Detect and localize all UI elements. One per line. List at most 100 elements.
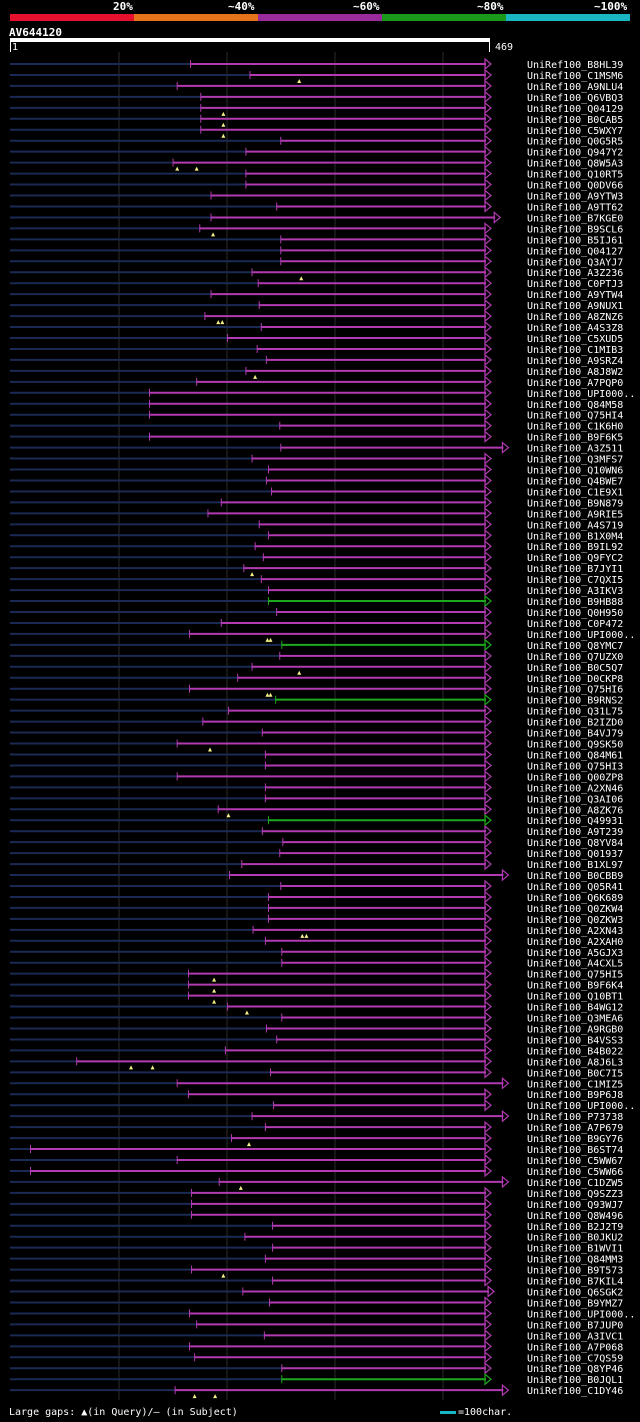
- hit-row[interactable]: UniRef100_C1MIZ5: [10, 1076, 623, 1090]
- hit-label[interactable]: UniRef100_A5GJX3: [527, 948, 623, 959]
- hit-label[interactable]: UniRef100_C1MSM6: [527, 71, 623, 82]
- hit-row[interactable]: UniRef100_B4VSS3: [10, 1033, 623, 1046]
- hit-label[interactable]: UniRef100_B0CBB9: [527, 871, 623, 882]
- hit-row[interactable]: UniRef100_Q9FYC2: [10, 550, 623, 564]
- hit-row[interactable]: UniRef100_A2XAH0: [10, 934, 623, 948]
- hit-row[interactable]: UniRef100_A9NUX1: [10, 298, 623, 312]
- hit-label[interactable]: UniRef100_C0P472: [527, 619, 623, 630]
- hit-row[interactable]: UniRef100_A9RGB0: [10, 1022, 623, 1035]
- hit-row[interactable]: UniRef100_C1MSM6: [10, 68, 623, 83]
- hit-label[interactable]: UniRef100_A7P068: [527, 1342, 623, 1353]
- hit-row[interactable]: UniRef100_Q7UZX0: [10, 649, 623, 663]
- hit-row[interactable]: UniRef100_Q49931: [10, 813, 623, 827]
- hit-row[interactable]: UniRef100_B0C5Q7: [10, 660, 623, 675]
- hit-row[interactable]: UniRef100_Q75HI5: [10, 967, 623, 982]
- hit-row[interactable]: UniRef100_UPI000..: [10, 1098, 635, 1112]
- hit-label[interactable]: UniRef100_C1E9X1: [527, 487, 623, 498]
- hit-row[interactable]: UniRef100_B1XL97: [10, 857, 623, 871]
- hit-label[interactable]: UniRef100_Q3MFS7: [527, 455, 623, 466]
- hit-row[interactable]: UniRef100_Q6K689: [10, 890, 623, 904]
- hit-row[interactable]: UniRef100_Q8W496: [10, 1208, 623, 1222]
- hit-row[interactable]: UniRef100_B0CBB9: [10, 868, 623, 882]
- hit-label[interactable]: UniRef100_Q947Y2: [527, 148, 623, 159]
- hit-label[interactable]: UniRef100_A2XAH0: [527, 937, 623, 948]
- hit-label[interactable]: UniRef100_C1DZW5: [527, 1178, 623, 1189]
- hit-label[interactable]: UniRef100_Q04129: [527, 104, 623, 115]
- hit-row[interactable]: UniRef100_Q8YV84: [10, 835, 623, 849]
- hit-label[interactable]: UniRef100_Q8W5A3: [527, 159, 623, 170]
- hit-row[interactable]: UniRef100_Q3MEA6: [10, 1011, 623, 1025]
- hit-row[interactable]: UniRef100_C1DY46: [10, 1383, 623, 1399]
- hit-row[interactable]: UniRef100_B9N879: [10, 496, 623, 509]
- hit-label[interactable]: UniRef100_C5WXY7: [527, 126, 623, 137]
- hit-row[interactable]: UniRef100_B1X0M4: [10, 528, 623, 542]
- hit-label[interactable]: UniRef100_A3Z236: [527, 268, 623, 279]
- hit-row[interactable]: UniRef100_Q10RT5: [10, 167, 623, 181]
- hit-label[interactable]: UniRef100_B7JUP0: [527, 1320, 623, 1331]
- hit-row[interactable]: UniRef100_B0JKU2: [10, 1230, 623, 1244]
- hit-label[interactable]: UniRef100_C5WW66: [527, 1167, 623, 1178]
- hit-label[interactable]: UniRef100_A9TT62: [527, 202, 623, 213]
- hit-row[interactable]: UniRef100_A3IKV3: [10, 583, 623, 597]
- hit-row[interactable]: UniRef100_Q6VBQ3: [10, 90, 623, 104]
- hit-label[interactable]: UniRef100_B9P6J8: [527, 1090, 623, 1101]
- hit-label[interactable]: UniRef100_B0CAB5: [527, 115, 623, 126]
- hit-label[interactable]: UniRef100_Q84M58: [527, 400, 623, 411]
- hit-label[interactable]: UniRef100_B0JQL1: [527, 1375, 623, 1386]
- hit-row[interactable]: UniRef100_Q0G5R5: [10, 134, 623, 148]
- hit-label[interactable]: UniRef100_A9RGB0: [527, 1024, 623, 1035]
- hit-row[interactable]: UniRef100_A7PQP0: [10, 375, 623, 389]
- hit-row[interactable]: UniRef100_B6ST74: [10, 1142, 623, 1156]
- hit-label[interactable]: UniRef100_Q3AI06: [527, 794, 623, 805]
- hit-label[interactable]: UniRef100_C7QXI5: [527, 575, 623, 586]
- hit-label[interactable]: UniRef100_Q3AYJ7: [527, 257, 623, 268]
- hit-row[interactable]: UniRef100_A5GJX3: [10, 945, 623, 959]
- hit-label[interactable]: UniRef100_B2IZD0: [527, 718, 623, 729]
- hit-label[interactable]: UniRef100_B9F6K4: [527, 981, 623, 992]
- hit-label[interactable]: UniRef100_A3IKV3: [527, 586, 623, 597]
- hit-label[interactable]: UniRef100_B9YMZ7: [527, 1298, 623, 1309]
- hit-row[interactable]: UniRef100_Q3AI06: [10, 792, 623, 805]
- hit-row[interactable]: UniRef100_C7QS59: [10, 1350, 623, 1364]
- hit-row[interactable]: UniRef100_B0C7I5: [10, 1066, 623, 1079]
- hit-label[interactable]: UniRef100_B0C5Q7: [527, 663, 623, 674]
- hit-label[interactable]: UniRef100_Q4BWE7: [527, 476, 623, 487]
- hit-label[interactable]: UniRef100_B2J2T9: [527, 1222, 623, 1233]
- hit-label[interactable]: UniRef100_Q8YV84: [527, 838, 623, 849]
- hit-row[interactable]: UniRef100_B9HB88: [10, 594, 623, 608]
- hit-label[interactable]: UniRef100_B9T573: [527, 1266, 623, 1277]
- hit-label[interactable]: UniRef100_B4VJ79: [527, 729, 623, 740]
- hit-row[interactable]: UniRef100_Q0ZKW4: [10, 901, 623, 915]
- hit-row[interactable]: UniRef100_A3IVC1: [10, 1329, 623, 1342]
- hit-row[interactable]: UniRef100_Q0H950: [10, 605, 623, 619]
- hit-label[interactable]: UniRef100_Q75HI6: [527, 685, 623, 696]
- hit-row[interactable]: UniRef100_Q04127: [10, 244, 623, 257]
- hit-row[interactable]: UniRef100_C5WW67: [10, 1153, 623, 1167]
- hit-label[interactable]: UniRef100_B4WG12: [527, 1003, 623, 1014]
- hit-label[interactable]: UniRef100_Q6SGK2: [527, 1288, 623, 1299]
- hit-row[interactable]: UniRef100_B9F6K5: [10, 430, 623, 444]
- hit-row[interactable]: UniRef100_A9SRZ4: [10, 353, 623, 367]
- hit-label[interactable]: UniRef100_B5IJ61: [527, 235, 623, 246]
- hit-row[interactable]: UniRef100_B9T573: [10, 1263, 623, 1278]
- hit-row[interactable]: UniRef100_B5IJ61: [10, 233, 623, 246]
- hit-label[interactable]: UniRef100_Q0H950: [527, 608, 623, 619]
- hit-row[interactable]: UniRef100_B7JYI1: [10, 561, 623, 577]
- hit-label[interactable]: UniRef100_A8J8W2: [527, 367, 623, 378]
- hit-label[interactable]: UniRef100_B0C7I5: [527, 1068, 623, 1079]
- hit-label[interactable]: UniRef100_B1X0M4: [527, 531, 623, 542]
- hit-label[interactable]: UniRef100_A8ZK76: [527, 805, 623, 816]
- hit-row[interactable]: UniRef100_B7KGE0: [10, 211, 623, 224]
- hit-row[interactable]: UniRef100_Q8YP46: [10, 1361, 623, 1375]
- hit-label[interactable]: UniRef100_C5XUD5: [527, 334, 623, 345]
- hit-label[interactable]: UniRef100_A9T239: [527, 827, 623, 838]
- hit-label[interactable]: UniRef100_P73738: [527, 1112, 623, 1123]
- hit-label[interactable]: UniRef100_A8ZNZ6: [527, 312, 623, 323]
- hit-label[interactable]: UniRef100_C7QS59: [527, 1353, 623, 1364]
- hit-row[interactable]: UniRef100_B9RNS2: [10, 693, 623, 707]
- hit-label[interactable]: UniRef100_Q84M61: [527, 750, 623, 761]
- hit-label[interactable]: UniRef100_A3Z511: [527, 444, 623, 455]
- hit-row[interactable]: UniRef100_UPI000..: [10, 627, 635, 642]
- hit-label[interactable]: UniRef100_D0CKP8: [527, 674, 623, 685]
- hit-label[interactable]: UniRef100_Q9SZZ3: [527, 1189, 623, 1200]
